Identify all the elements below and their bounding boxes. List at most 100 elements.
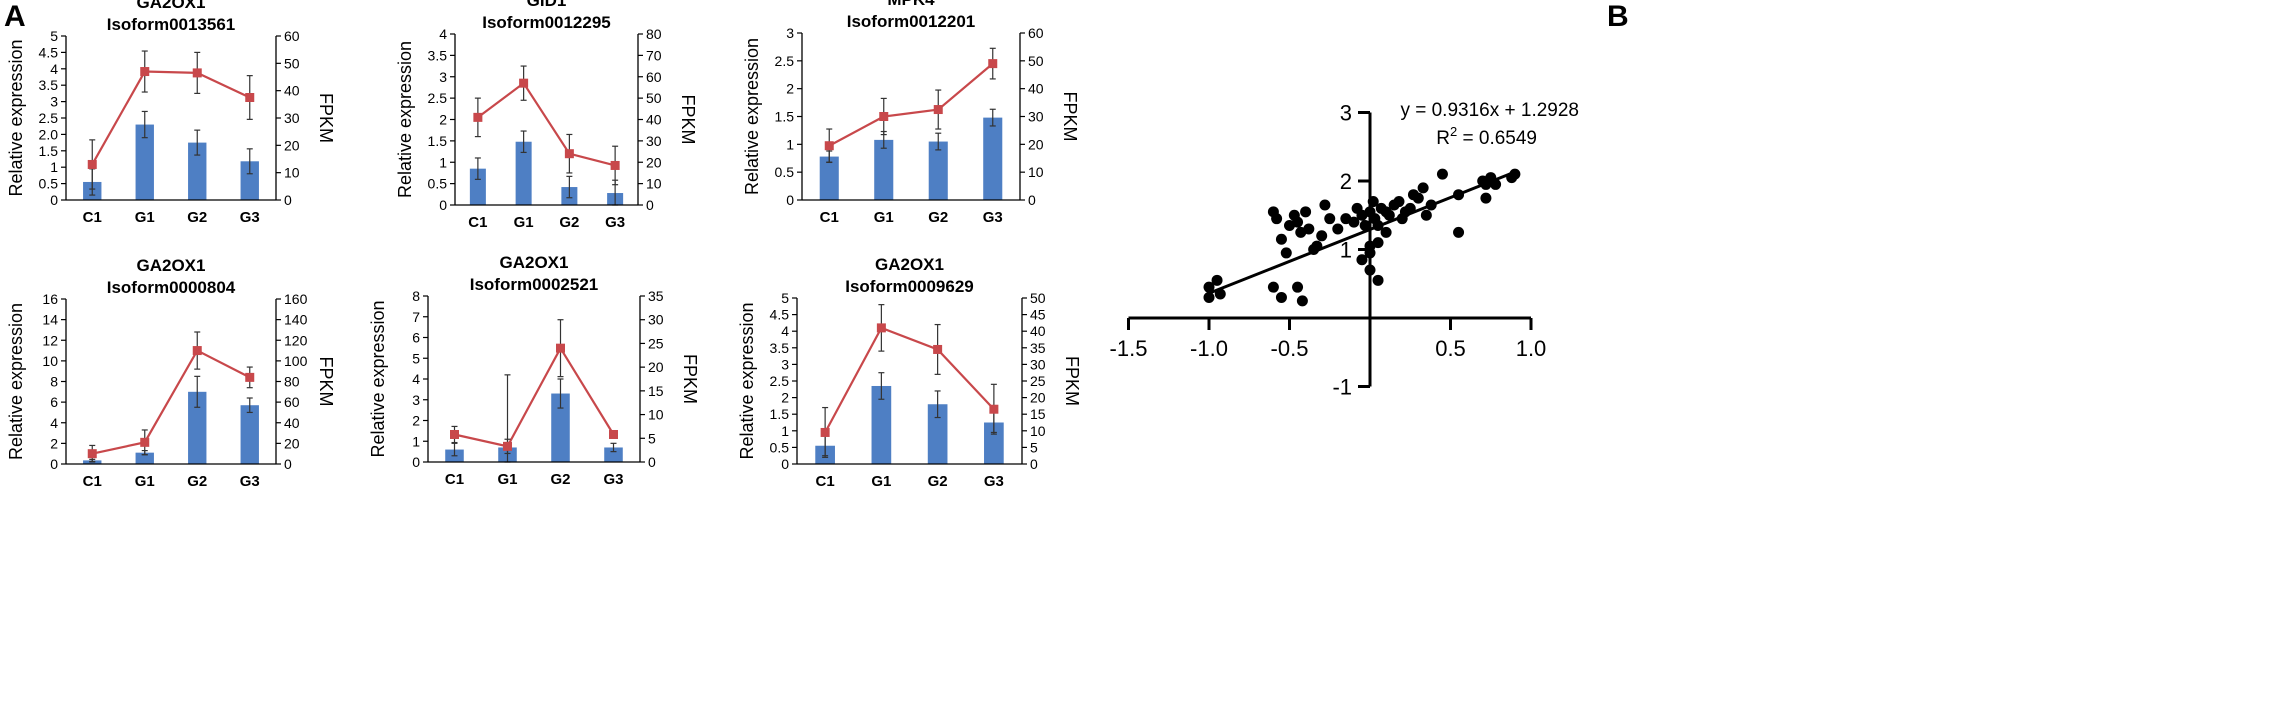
fpkm-marker-G1	[503, 441, 512, 451]
scatter-point	[1393, 196, 1405, 208]
x-tick-label: -1.5	[1110, 336, 1148, 361]
y-tick-label: 1	[781, 423, 789, 439]
x-tick-label: G3	[603, 471, 623, 488]
y2-tick-label: 60	[284, 28, 300, 44]
y-tick-label: 2	[781, 390, 789, 406]
y-tick-label: 2	[439, 112, 447, 128]
fpkm-marker-G2	[933, 105, 943, 115]
y-tick-label: 3.5	[428, 47, 448, 63]
x-tick-label: G1	[135, 209, 155, 226]
bar-G3	[984, 422, 1004, 464]
y-tick-label: 0	[412, 454, 420, 470]
scatter-point	[1292, 216, 1304, 228]
y-tick-label: 5	[50, 28, 58, 44]
x-tick-label: C1	[83, 473, 102, 490]
r-squared-prefix: R	[1436, 128, 1450, 149]
chart-subtitle: Isoform0009629	[845, 277, 974, 296]
y-tick-label: 1.5	[428, 133, 448, 149]
y-tick-label: 7	[412, 309, 420, 325]
y-axis-title: Relative expression	[6, 39, 26, 196]
y-tick-label: 1	[412, 433, 420, 449]
y-tick-label: 1.5	[39, 143, 59, 159]
chart-title: GA2OX1	[500, 253, 569, 272]
x-tick-label: -0.5	[1271, 336, 1309, 361]
regression-equation: y = 0.9316x + 1.2928	[1400, 100, 1579, 121]
bar-G1	[874, 139, 894, 200]
y2-tick-label: 20	[284, 435, 300, 451]
fpkm-marker-C1	[450, 429, 459, 439]
bar-G3	[240, 161, 259, 200]
x-tick-label: G3	[984, 473, 1004, 490]
fpkm-marker-G2	[564, 149, 574, 159]
scatter-point	[1372, 274, 1384, 286]
chart-subtitle: Isoform0012201	[847, 12, 976, 31]
scatter-point	[1303, 223, 1315, 235]
x-tick-label: C1	[83, 209, 102, 226]
scatter-point	[1509, 168, 1521, 180]
y2-tick-label: 0	[1030, 456, 1038, 472]
fpkm-line	[828, 62, 994, 147]
scatter-point	[1300, 206, 1312, 218]
y-tick-label: 0.5	[39, 176, 59, 192]
x-tick-label: 0.5	[1435, 336, 1466, 361]
y2-tick-label: 20	[648, 359, 664, 375]
scatter-point	[1359, 220, 1371, 232]
scatter-point	[1280, 247, 1292, 259]
y-axis-title: Relative expression	[737, 302, 757, 459]
fpkm-marker-C1	[87, 159, 97, 169]
bar-G2	[551, 393, 570, 462]
fpkm-marker-G1	[519, 78, 529, 88]
y2-tick-label: 15	[1030, 406, 1046, 422]
bar-G2	[188, 142, 207, 200]
x-tick-label: G1	[497, 471, 517, 488]
fpkm-marker-G1	[879, 112, 889, 121]
y2-tick-label: 140	[284, 312, 308, 328]
y-tick-label: 3.5	[770, 340, 790, 356]
x-tick-label: 1.0	[1516, 336, 1547, 361]
y2-tick-label: 50	[1028, 53, 1044, 69]
y2-tick-label: 50	[1030, 290, 1046, 306]
y-tick-label: 16	[42, 291, 58, 307]
chart-6: GA2OX1Isoform000962900.511.522.533.544.5…	[737, 255, 1082, 490]
y-tick-label: 12	[42, 332, 58, 348]
y2-tick-label: 10	[646, 176, 662, 192]
x-tick-label: G2	[928, 209, 948, 226]
fpkm-marker-G2	[556, 343, 565, 353]
fpkm-marker-G2	[933, 344, 943, 354]
scatter-point	[1367, 196, 1379, 208]
y2-axis-title: FPKM	[1060, 91, 1080, 141]
y-tick-label: 4	[412, 371, 420, 387]
scatter-point	[1316, 230, 1328, 242]
chart-3: MPK4Isoform001220100.511.522.53010203040…	[742, 0, 1080, 226]
x-tick-label: -1.0	[1190, 336, 1228, 361]
chart-subtitle: Isoform0012295	[482, 13, 611, 32]
y-tick-label: 8	[412, 288, 420, 304]
bar-G1	[871, 385, 892, 464]
bar-G1	[135, 124, 154, 200]
fpkm-marker-C1	[824, 141, 834, 151]
y-tick-label: 2.5	[428, 90, 448, 106]
bar-G3	[240, 405, 259, 464]
chart-subtitle: Isoform0000804	[107, 278, 236, 297]
chart-subtitle: Isoform0002521	[470, 275, 599, 294]
scatter-point	[1364, 264, 1376, 276]
y2-tick-label: 20	[284, 137, 300, 153]
y2-tick-label: 30	[1028, 109, 1044, 125]
y-tick-label: 0.5	[428, 176, 448, 192]
y2-tick-label: 0	[646, 197, 654, 213]
y2-tick-label: 30	[284, 110, 300, 126]
y2-tick-label: 70	[646, 47, 662, 63]
y2-tick-label: 40	[646, 112, 662, 128]
y2-axis-title: FPKM	[316, 93, 336, 143]
fpkm-marker-G1	[140, 67, 150, 77]
fpkm-marker-G3	[245, 372, 255, 382]
y2-tick-label: 30	[648, 312, 664, 328]
bar-G2	[927, 404, 948, 464]
scatter-point	[1356, 254, 1368, 266]
y-tick-label: 0	[786, 192, 794, 208]
y2-tick-label: 0	[648, 454, 656, 470]
fpkm-line	[477, 81, 616, 167]
y-tick-label: 3	[786, 25, 794, 41]
y-tick-label: 2	[50, 435, 58, 451]
scatter-point	[1292, 281, 1304, 293]
